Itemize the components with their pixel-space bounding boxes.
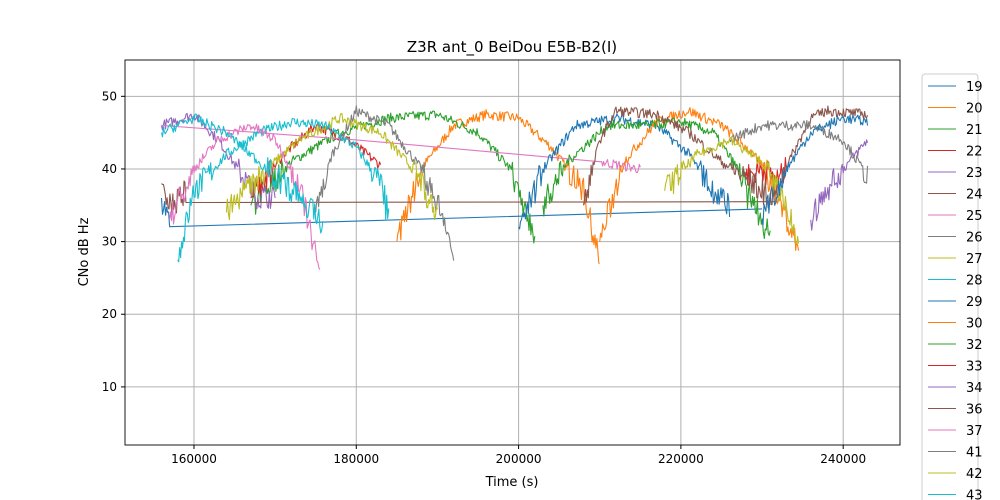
legend-label: 25 xyxy=(966,209,983,224)
legend-label: 20 xyxy=(966,102,983,117)
y-tick-label: 40 xyxy=(102,162,117,176)
x-tick-label: 240000 xyxy=(820,452,866,466)
y-tick-label: 20 xyxy=(102,307,117,321)
series-line-36 xyxy=(582,105,869,209)
legend-label: 21 xyxy=(966,123,983,138)
x-axis-label: Time (s) xyxy=(485,475,539,490)
series-line-19 xyxy=(160,197,763,228)
x-tick-label: 220000 xyxy=(658,452,704,466)
series-line-21 xyxy=(250,110,536,244)
series-line-41 xyxy=(729,119,869,184)
y-tick-label: 30 xyxy=(102,235,117,249)
series-line-43 xyxy=(160,113,325,234)
y-tick-label: 10 xyxy=(102,380,117,394)
legend-label: 29 xyxy=(966,295,983,310)
legend-label: 23 xyxy=(966,166,983,181)
axis-ticks: 160000 180000 200000 220000 240000 10 20 30 40 50 xyxy=(102,89,866,466)
series-line-26 xyxy=(315,105,455,261)
chart-title: Z3R ant_0 BeiDou E5B-B2(I) xyxy=(407,38,617,57)
grid xyxy=(125,60,900,445)
legend-label: 26 xyxy=(966,231,983,246)
series-line-20 xyxy=(396,109,600,265)
legend-label: 32 xyxy=(966,338,983,353)
series-line-42 xyxy=(664,136,800,245)
legend-label: 33 xyxy=(966,360,983,375)
series-line-44 xyxy=(761,114,869,226)
legend-label: 24 xyxy=(966,188,983,203)
x-tick-label: 160000 xyxy=(171,452,217,466)
legend-label: 22 xyxy=(966,145,983,160)
y-axis-label: CNo dB Hz xyxy=(77,217,92,286)
series-line-29 xyxy=(518,113,731,230)
series-line-27 xyxy=(225,112,438,221)
legend-label: 19 xyxy=(966,80,983,95)
y-tick-label: 50 xyxy=(102,89,117,103)
x-tick-label: 200000 xyxy=(496,452,542,466)
series-line-28 xyxy=(177,117,390,263)
legend-label: 36 xyxy=(966,403,983,418)
legend-label: 37 xyxy=(966,424,983,439)
legend-label: 28 xyxy=(966,274,983,289)
series-line-24 xyxy=(161,180,779,215)
x-tick-label: 180000 xyxy=(333,452,379,466)
legend-label: 30 xyxy=(966,317,983,332)
legend: 19 20 21 22 23 24 25 26 27 28 29 30 32 33 34 36 37 41 42 43… xyxy=(921,73,983,500)
series-lines xyxy=(160,105,869,270)
legend-label: 27 xyxy=(966,252,983,267)
plot-frame xyxy=(124,59,901,446)
legend-label: 34 xyxy=(966,381,983,396)
legend-label: 41 xyxy=(966,446,983,461)
series-line-25 xyxy=(161,124,641,174)
legend-box xyxy=(921,73,979,500)
legend-label: 42 xyxy=(966,467,983,482)
legend-label: 43 xyxy=(966,489,983,500)
series-line-34 xyxy=(810,139,869,231)
series-line-32 xyxy=(542,117,771,239)
